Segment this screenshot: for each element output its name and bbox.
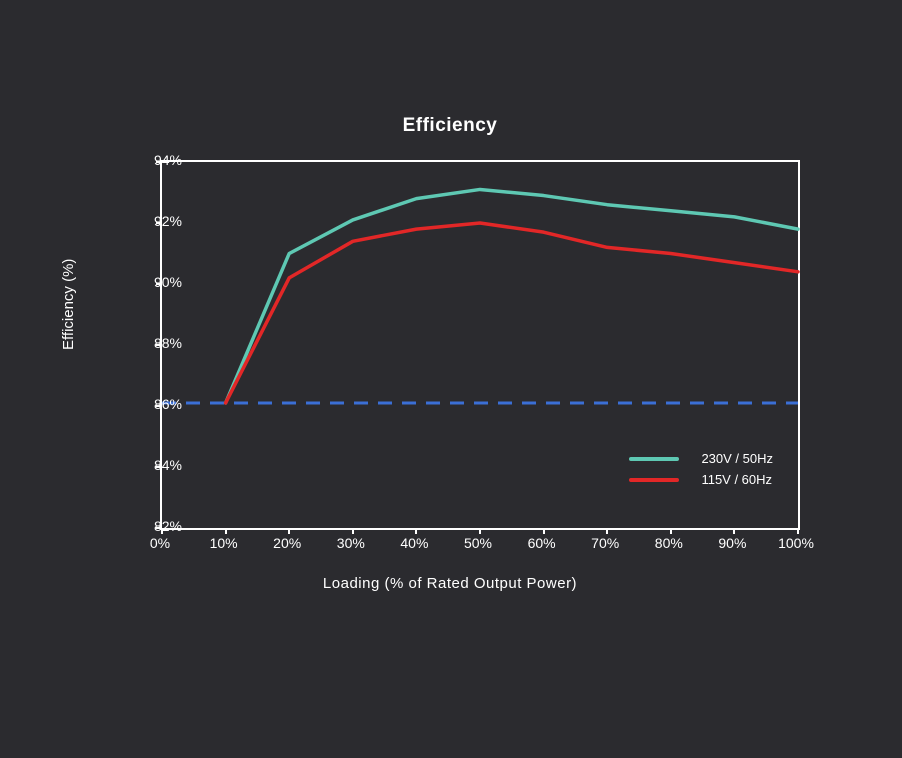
x-tick-label: 10% [210, 535, 238, 551]
x-tick-label: 70% [591, 535, 619, 551]
legend-item: 115V / 60Hz [629, 472, 773, 487]
legend-label: 115V / 60Hz [701, 472, 772, 487]
x-tick-label: 30% [337, 535, 365, 551]
legend-swatch [629, 457, 679, 461]
x-tick-mark [733, 528, 735, 534]
x-tick-mark [225, 528, 227, 534]
y-tick-label: 94% [132, 152, 182, 168]
y-tick-label: 92% [132, 213, 182, 229]
x-tick-label: 20% [273, 535, 301, 551]
x-tick-mark [415, 528, 417, 534]
plot-area: 230V / 50Hz 115V / 60Hz [160, 160, 800, 530]
y-tick-label: 86% [132, 396, 182, 412]
chart-title: Efficiency [70, 115, 830, 137]
x-tick-label: 90% [718, 535, 746, 551]
x-tick-label: 80% [655, 535, 683, 551]
series-line [226, 223, 798, 403]
x-tick-label: 100% [778, 535, 814, 551]
series-line [226, 189, 798, 403]
x-tick-label: 0% [150, 535, 170, 551]
y-tick-label: 90% [132, 274, 182, 290]
y-axis-label: Efficiency (%) [60, 259, 77, 350]
legend-label: 230V / 50Hz [701, 451, 773, 466]
chart-legend: 230V / 50Hz 115V / 60Hz [629, 451, 773, 493]
x-tick-mark [606, 528, 608, 534]
x-tick-label: 60% [528, 535, 556, 551]
x-tick-mark [288, 528, 290, 534]
x-tick-mark [543, 528, 545, 534]
efficiency-chart: Efficiency Efficiency (%) Loading (% of … [70, 120, 830, 620]
x-tick-label: 50% [464, 535, 492, 551]
y-tick-label: 84% [132, 457, 182, 473]
y-tick-label: 88% [132, 335, 182, 351]
x-tick-mark [352, 528, 354, 534]
x-tick-mark [479, 528, 481, 534]
legend-swatch [629, 478, 679, 482]
x-axis-label: Loading (% of Rated Output Power) [70, 575, 830, 592]
x-tick-mark [670, 528, 672, 534]
y-tick-label: 82% [132, 518, 182, 534]
x-tick-mark [797, 528, 799, 534]
legend-item: 230V / 50Hz [629, 451, 773, 466]
x-tick-label: 40% [400, 535, 428, 551]
